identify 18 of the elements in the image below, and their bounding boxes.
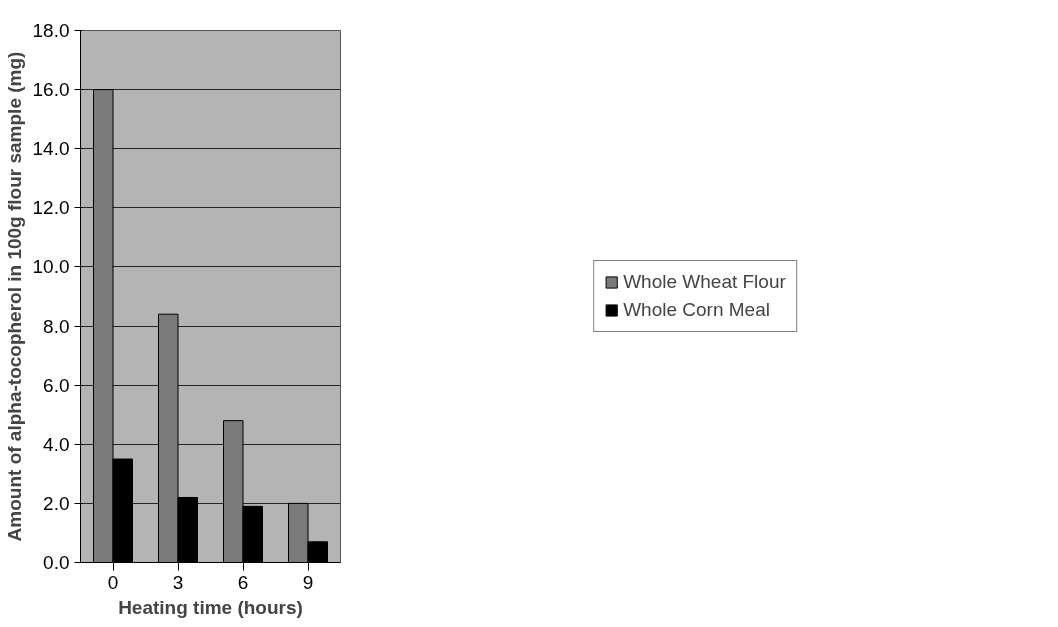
legend-label: Whole Wheat Flour [623,271,786,293]
y-tick-label: 6.0 [43,374,70,396]
y-tick-label: 10.0 [32,256,70,278]
x-tick-label: 0 [107,571,119,593]
y-tick-label: 0.0 [43,552,70,573]
x-tick-label: 3 [172,571,184,593]
y-tick-label: 12.0 [32,197,70,219]
x-tick-label: 6 [237,571,249,593]
y-tick-label: 8.0 [43,315,70,337]
y-tick-label: 18.0 [32,20,70,41]
y-tick-label: 14.0 [32,138,70,160]
y-tick-label: 16.0 [32,79,70,101]
y-tick-label: 4.0 [43,433,70,455]
y-axis-title: Amount of alpha-tocopherol in 100g flour sample (mg) [3,51,25,542]
x-tick-label: 9 [302,571,314,593]
y-tick-label: 2.0 [43,492,70,514]
x-axis-title: Heating time (hours) [118,596,303,618]
legend-label: Whole Corn Meal [623,299,770,321]
